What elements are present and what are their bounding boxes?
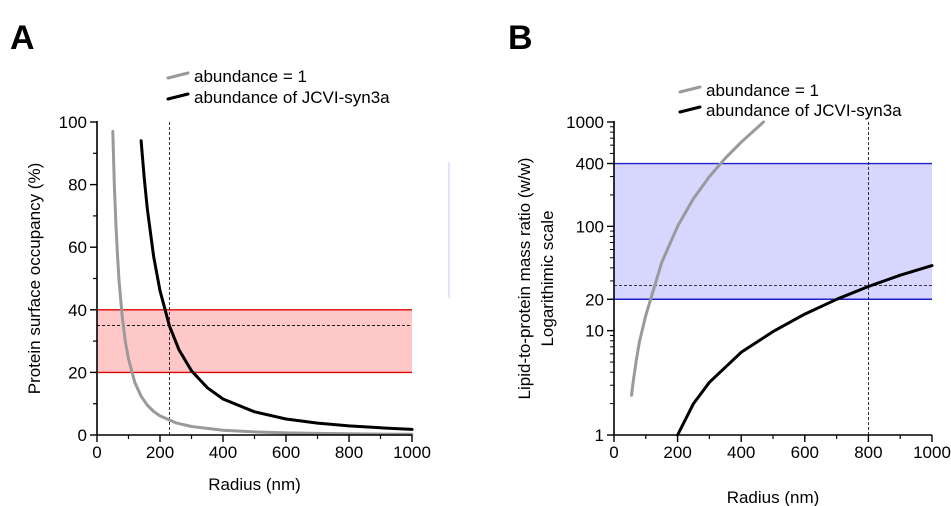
legend-label-1: abundance of JCVI-syn3a — [706, 101, 902, 120]
series-line-1 — [676, 264, 934, 437]
x-tick-label: 600 — [791, 443, 819, 462]
y-axis-label: Lipid-to-protein mass ratio (w/w) — [515, 158, 534, 400]
panel-letter-b: B — [508, 19, 533, 57]
y-axis-sublabel: Logarithimic scale — [538, 210, 557, 346]
legend-swatch-1 — [678, 105, 702, 114]
panel-letter-a: A — [10, 19, 35, 57]
x-tick-label: 800 — [335, 443, 363, 462]
series-line-0 — [111, 129, 414, 436]
legend-label-1: abundance of JCVI-syn3a — [194, 88, 390, 107]
chart-panel-a: 0 200 400 600 800 1000 0 20 40 60 80 100 Radius (nm)… — [25, 67, 431, 494]
x-tick-label: 1000 — [913, 443, 951, 462]
x-tick-label: 800 — [854, 443, 882, 462]
y-tick-label: 1 — [595, 426, 604, 445]
x-tick-label: 200 — [146, 443, 174, 462]
y-tick-label: 100 — [59, 113, 87, 132]
y-tick-label: 10 — [585, 322, 604, 341]
x-tick-label: 0 — [609, 443, 618, 462]
shaded-band — [614, 163, 932, 300]
x-tick-label: 400 — [727, 443, 755, 462]
series-line-0 — [630, 120, 765, 397]
legend-swatch-1 — [166, 92, 190, 101]
legend-swatch-0 — [678, 85, 702, 94]
x-tick-label: 1000 — [393, 443, 431, 462]
shaded-band — [97, 309, 412, 373]
x-tick-label: 0 — [92, 443, 101, 462]
x-tick-label: 600 — [272, 443, 300, 462]
y-tick-label: 40 — [68, 301, 87, 320]
y-tick-label: 20 — [68, 363, 87, 382]
x-axis-label: Radius (nm) — [208, 475, 301, 494]
legend-label-0: abundance = 1 — [706, 81, 819, 100]
x-tick-label: 400 — [209, 443, 237, 462]
x-tick-label: 200 — [663, 443, 691, 462]
chart-panel-b: 0 200 400 600 800 1000 1 10 20 100 400 1000 Radius (… — [515, 81, 951, 506]
legend-label-0: abundance = 1 — [194, 67, 307, 86]
y-tick-label: 60 — [68, 238, 87, 257]
y-tick-label: 400 — [576, 155, 604, 174]
y-tick-label: 0 — [78, 426, 87, 445]
y-tick-label: 80 — [68, 176, 87, 195]
x-axis-label: Radius (nm) — [727, 488, 820, 506]
y-tick-label: 1000 — [566, 113, 604, 132]
y-tick-label: 100 — [576, 217, 604, 236]
legend-swatch-0 — [166, 71, 190, 80]
series-line-1 — [139, 139, 414, 431]
y-axis-label: Protein surface occupancy (%) — [25, 163, 44, 395]
y-tick-label: 20 — [585, 290, 604, 309]
